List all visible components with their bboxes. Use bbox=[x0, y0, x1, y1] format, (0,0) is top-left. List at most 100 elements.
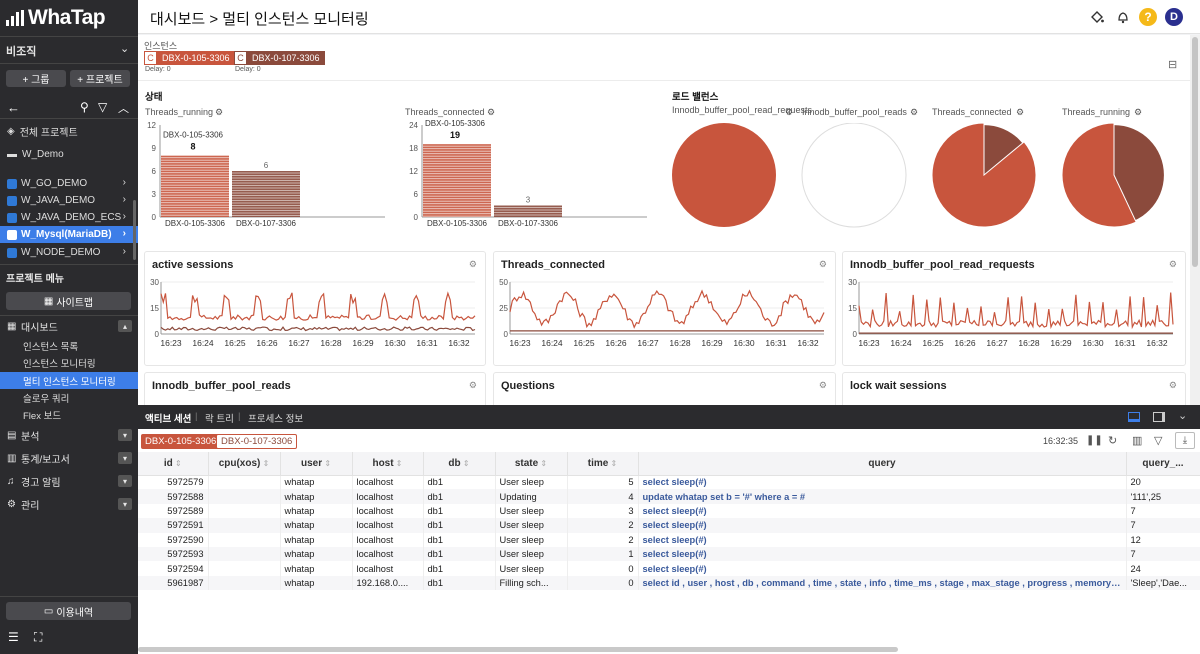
add-group-button[interactable]: + 그룹 bbox=[6, 70, 66, 87]
column-header-6[interactable]: time ⇕ bbox=[567, 452, 639, 476]
gear-icon[interactable]: ⚙ bbox=[1168, 380, 1177, 390]
tab-lock-tree[interactable]: 락 트리 bbox=[205, 414, 234, 425]
search-icon[interactable]: ⚲ bbox=[80, 100, 89, 114]
project-all[interactable]: ◈ 전체 프로젝트 bbox=[7, 126, 78, 139]
gear-icon[interactable]: ⚙ bbox=[818, 259, 827, 269]
gear-icon[interactable]: ⚙ bbox=[785, 107, 794, 117]
download-icon[interactable]: ⤓ bbox=[1175, 432, 1195, 449]
layout-icon[interactable]: ⊟ bbox=[1168, 59, 1178, 71]
sidebar-scrollbar[interactable] bbox=[133, 200, 136, 260]
avatar[interactable]: D bbox=[1165, 8, 1183, 26]
column-header-8[interactable]: query_... bbox=[1126, 452, 1200, 476]
sort-icon[interactable]: ⇕ bbox=[608, 458, 618, 468]
back-arrow-icon[interactable]: ← bbox=[7, 100, 20, 115]
session-chip-107[interactable]: DBX-0-107-3306 bbox=[216, 434, 298, 449]
table-row[interactable]: 5972594 whatap localhost db1 User sleep 0 sele… bbox=[138, 561, 1200, 576]
gear-icon[interactable]: ⚙ bbox=[818, 380, 827, 390]
gear-icon[interactable]: ⚙ bbox=[487, 107, 496, 117]
cell-query[interactable]: select sleep(#) bbox=[638, 532, 1127, 547]
chevron-down-icon[interactable]: ⌄ bbox=[120, 43, 130, 55]
add-project-button[interactable]: + 프로젝트 bbox=[70, 70, 130, 87]
project-w-mysql[interactable]: W_Mysql(MariaDB) › bbox=[0, 226, 138, 243]
expand-icon[interactable]: ▾ bbox=[118, 452, 132, 464]
column-header-0[interactable]: id ⇕ bbox=[138, 452, 209, 476]
pause-icon[interactable]: ❚❚ bbox=[1086, 435, 1103, 446]
table-row[interactable]: 5972591 whatap localhost db1 User sleep 2 sele… bbox=[138, 518, 1200, 533]
sort-icon[interactable]: ⇕ bbox=[260, 458, 270, 468]
help-icon[interactable]: ? bbox=[1139, 8, 1157, 26]
dock-bottom-icon[interactable] bbox=[1128, 412, 1140, 422]
instance-chip-107[interactable]: C DBX-0-107-3306 bbox=[234, 51, 325, 65]
column-header-7[interactable]: query bbox=[638, 452, 1127, 476]
submenu-slow-query[interactable]: 슬로우 쿼리 bbox=[23, 393, 70, 405]
fullscreen-icon[interactable]: ⛶ bbox=[34, 630, 43, 644]
project-w-go-demo[interactable]: W_GO_DEMO › bbox=[0, 175, 138, 192]
columns-icon[interactable]: ▥ bbox=[1132, 435, 1143, 447]
menu-management[interactable]: ⚙ 관리 ▾ bbox=[0, 496, 138, 513]
project-w-node-demo[interactable]: W_NODE_DEMO › bbox=[0, 244, 138, 261]
bell-icon[interactable] bbox=[1114, 8, 1132, 26]
project-w-java-demo[interactable]: W_JAVA_DEMO › bbox=[0, 192, 138, 209]
paint-bucket-icon[interactable] bbox=[1088, 8, 1106, 26]
table-row[interactable]: 5961987 whatap 192.168.0.... db1 Filling sch… bbox=[138, 575, 1200, 591]
gear-icon[interactable]: ⚙ bbox=[1168, 259, 1177, 269]
column-header-4[interactable]: db ⇕ bbox=[423, 452, 496, 476]
sort-icon[interactable]: ⇕ bbox=[172, 458, 182, 468]
menu-alerts[interactable]: ♫ 경고 알림 ▾ bbox=[0, 473, 138, 490]
expand-icon[interactable]: ▾ bbox=[118, 429, 132, 441]
main-scrollbar-thumb[interactable] bbox=[1192, 37, 1198, 267]
gear-icon[interactable]: ⚙ bbox=[910, 107, 919, 117]
sitemap-button[interactable]: ▦ 사이트맵 bbox=[6, 292, 131, 310]
usage-button[interactable]: ▭ 이용내역 bbox=[6, 602, 131, 620]
sort-icon[interactable]: ⇕ bbox=[460, 458, 470, 468]
table-row[interactable]: 5972579 whatap localhost db1 User sleep 5 sele… bbox=[138, 475, 1200, 490]
cell-query[interactable]: select sleep(#) bbox=[638, 503, 1127, 519]
table-row[interactable]: 5972593 whatap localhost db1 User sleep 1 sele… bbox=[138, 546, 1200, 562]
submenu-multi-instance-monitoring[interactable]: 멀티 인스턴스 모니터링 bbox=[0, 372, 138, 389]
expand-icon[interactable]: ▾ bbox=[118, 498, 132, 510]
menu-analysis[interactable]: ▤ 분석 ▾ bbox=[0, 427, 138, 444]
table-row[interactable]: 5972588 whatap localhost db1 Updating 4 update… bbox=[138, 489, 1200, 504]
cell-query[interactable]: select sleep(#) bbox=[638, 475, 1127, 490]
cell-query[interactable]: select sleep(#) bbox=[638, 546, 1127, 562]
menu-statistics[interactable]: ▥ 통계/보고서 ▾ bbox=[0, 450, 138, 467]
table-row[interactable]: 5972590 whatap localhost db1 User sleep 2 sele… bbox=[138, 532, 1200, 547]
submenu-flex-board[interactable]: Flex 보드 bbox=[23, 410, 62, 422]
whatap-logo[interactable]: WhaTap bbox=[6, 4, 106, 32]
cell-query[interactable]: select sleep(#) bbox=[638, 518, 1127, 533]
gear-icon[interactable]: ⚙ bbox=[215, 107, 224, 117]
table-row[interactable]: 5972589 whatap localhost db1 User sleep 3 sele… bbox=[138, 503, 1200, 519]
org-selector-label[interactable]: 비조직 bbox=[6, 46, 37, 58]
project-w-demo[interactable]: ▬ W_Demo bbox=[7, 149, 64, 160]
table-h-scrollbar[interactable] bbox=[138, 647, 898, 652]
gear-icon[interactable]: ⚙ bbox=[1134, 107, 1143, 117]
sort-icon[interactable]: ⇕ bbox=[393, 458, 403, 468]
collapse-icon[interactable]: ▴ bbox=[118, 320, 132, 332]
cell-query[interactable]: update whatap set b = '#' where a = # bbox=[638, 489, 1127, 504]
submenu-instance-monitoring[interactable]: 인스턴스 모니터링 bbox=[23, 358, 96, 370]
menu-dashboard[interactable]: ▦ 대시보드 ▴ bbox=[0, 318, 138, 335]
column-header-2[interactable]: user ⇕ bbox=[280, 452, 353, 476]
tab-process-info[interactable]: 프로세스 정보 bbox=[248, 414, 304, 425]
refresh-icon[interactable]: ↻ bbox=[1108, 435, 1118, 447]
cell-query[interactable]: select sleep(#) bbox=[638, 561, 1127, 576]
expand-icon[interactable]: ▾ bbox=[118, 475, 132, 487]
dock-right-icon[interactable] bbox=[1153, 412, 1165, 422]
sort-icon[interactable]: ⇕ bbox=[322, 458, 332, 468]
column-header-3[interactable]: host ⇕ bbox=[352, 452, 424, 476]
gear-icon[interactable]: ⚙ bbox=[1016, 107, 1025, 117]
filter-icon[interactable]: ▽ bbox=[1154, 435, 1163, 447]
gear-icon[interactable]: ⚙ bbox=[468, 380, 477, 390]
column-header-1[interactable]: cpu(xos) ⇕ bbox=[208, 452, 281, 476]
filter-icon[interactable]: ▽ bbox=[98, 100, 108, 114]
instance-chip-105[interactable]: C DBX-0-105-3306 bbox=[144, 51, 235, 65]
project-w-java-demo-ecs[interactable]: W_JAVA_DEMO_ECS › bbox=[0, 209, 138, 226]
submenu-instance-list[interactable]: 인스턴스 목록 bbox=[23, 341, 79, 353]
tab-active-session[interactable]: 액티브 세션 bbox=[145, 414, 192, 425]
session-chip-105[interactable]: DBX-0-105-3306 bbox=[141, 434, 221, 449]
chevron-down-icon[interactable]: ⌄ bbox=[1178, 410, 1188, 422]
column-header-5[interactable]: state ⇕ bbox=[495, 452, 568, 476]
gear-icon[interactable]: ⚙ bbox=[468, 259, 477, 269]
sort-icon[interactable]: ⇕ bbox=[538, 458, 548, 468]
cell-query[interactable]: select id , user , host , db , command ,… bbox=[638, 575, 1127, 591]
